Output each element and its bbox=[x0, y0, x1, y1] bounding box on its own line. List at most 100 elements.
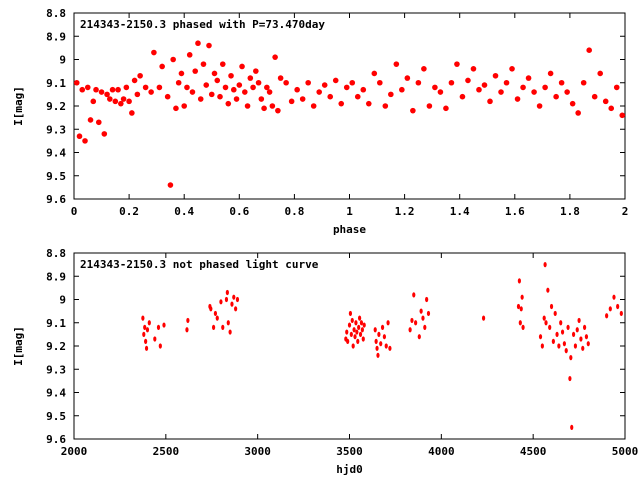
data-point bbox=[247, 75, 254, 81]
data-point bbox=[215, 315, 219, 321]
data-point bbox=[346, 338, 350, 344]
data-point bbox=[388, 91, 394, 98]
data-point bbox=[184, 84, 190, 91]
data-point bbox=[167, 182, 174, 188]
data-point bbox=[153, 336, 157, 342]
data-point bbox=[299, 96, 306, 102]
data-point bbox=[426, 310, 431, 317]
data-point bbox=[584, 334, 589, 340]
data-point bbox=[579, 336, 583, 342]
data-point bbox=[170, 56, 176, 63]
data-point bbox=[221, 324, 225, 330]
data-point bbox=[448, 79, 455, 86]
y-tick-label: 9.5 bbox=[46, 170, 66, 183]
data-point bbox=[520, 294, 524, 300]
unphased-chart-title: 214343-2150.3 not phased light curve bbox=[80, 258, 319, 271]
data-point bbox=[178, 70, 185, 77]
data-point bbox=[131, 77, 138, 84]
data-point bbox=[426, 103, 433, 109]
data-point bbox=[347, 322, 352, 328]
data-point bbox=[581, 345, 585, 351]
y-tick-label: 9.6 bbox=[46, 193, 66, 206]
data-point bbox=[255, 79, 262, 86]
data-point bbox=[142, 331, 146, 337]
data-point bbox=[233, 96, 240, 102]
x-tick-label: 3000 bbox=[244, 445, 271, 458]
data-point bbox=[350, 317, 354, 324]
data-point bbox=[388, 345, 392, 351]
data-point bbox=[582, 324, 587, 330]
data-point bbox=[417, 334, 421, 340]
data-point bbox=[503, 79, 510, 86]
data-point bbox=[542, 315, 546, 321]
data-point bbox=[375, 345, 379, 351]
unphased-data-points bbox=[141, 262, 623, 430]
data-point bbox=[226, 320, 230, 326]
x-tick-label: 2500 bbox=[153, 445, 180, 458]
data-point bbox=[186, 317, 190, 324]
data-point bbox=[222, 84, 229, 91]
data-point bbox=[575, 110, 581, 116]
data-point bbox=[107, 96, 113, 102]
data-point bbox=[158, 343, 162, 349]
data-point bbox=[516, 303, 521, 310]
data-point bbox=[316, 89, 322, 95]
data-point bbox=[272, 54, 278, 60]
data-point bbox=[602, 98, 609, 105]
data-point bbox=[459, 93, 466, 100]
data-point bbox=[211, 324, 216, 330]
y-tick-label: 8.9 bbox=[46, 30, 66, 43]
y-tick-label: 9.2 bbox=[46, 340, 66, 353]
data-point bbox=[419, 308, 423, 314]
data-point bbox=[95, 119, 102, 126]
phased-x-axis-label: phase bbox=[333, 223, 366, 236]
y-tick-label: 8.8 bbox=[46, 247, 66, 260]
phased-data-points bbox=[73, 40, 626, 188]
data-point bbox=[310, 103, 317, 109]
data-point bbox=[264, 84, 270, 91]
y-tick-label: 9 bbox=[59, 294, 66, 307]
data-point bbox=[101, 131, 108, 137]
y-tick-label: 9.1 bbox=[46, 317, 66, 330]
data-point bbox=[192, 68, 199, 74]
unphased-panel: 2000 2500 3000 3500 4000 4500 5000 8.8 8.9 9 9.1 9.… bbox=[12, 247, 638, 476]
data-point bbox=[275, 107, 281, 114]
data-point bbox=[380, 324, 385, 330]
data-point bbox=[82, 138, 88, 144]
data-point bbox=[415, 79, 422, 86]
unphased-axis-ticks: 2000 2500 3000 3500 4000 4500 5000 8.8 8.9 9 9.1 9.… bbox=[46, 247, 638, 458]
data-point bbox=[404, 75, 411, 81]
data-point bbox=[377, 331, 381, 337]
data-point bbox=[538, 334, 543, 340]
data-point bbox=[164, 93, 171, 100]
data-point bbox=[571, 331, 576, 337]
y-tick-label: 9.1 bbox=[46, 77, 66, 90]
data-point bbox=[619, 112, 626, 119]
data-point bbox=[232, 294, 236, 300]
data-point bbox=[514, 96, 521, 102]
data-point bbox=[189, 89, 196, 95]
data-point bbox=[214, 77, 221, 84]
data-point bbox=[559, 320, 563, 326]
data-point bbox=[408, 327, 412, 333]
data-point bbox=[421, 66, 427, 72]
data-point bbox=[79, 86, 86, 93]
data-point bbox=[162, 322, 166, 328]
data-point bbox=[148, 89, 154, 95]
data-point bbox=[266, 89, 273, 95]
data-point bbox=[470, 66, 477, 72]
data-point bbox=[393, 61, 400, 67]
x-tick-label: 1 bbox=[346, 205, 353, 218]
data-point bbox=[208, 91, 215, 98]
y-tick-label: 9.4 bbox=[46, 147, 66, 160]
data-point bbox=[228, 72, 234, 79]
data-point bbox=[425, 296, 429, 303]
data-point bbox=[73, 79, 80, 86]
data-point bbox=[142, 84, 149, 91]
data-point bbox=[481, 82, 488, 88]
data-point bbox=[98, 89, 105, 95]
data-point bbox=[283, 79, 289, 86]
data-point bbox=[509, 66, 515, 72]
data-point bbox=[519, 306, 523, 312]
